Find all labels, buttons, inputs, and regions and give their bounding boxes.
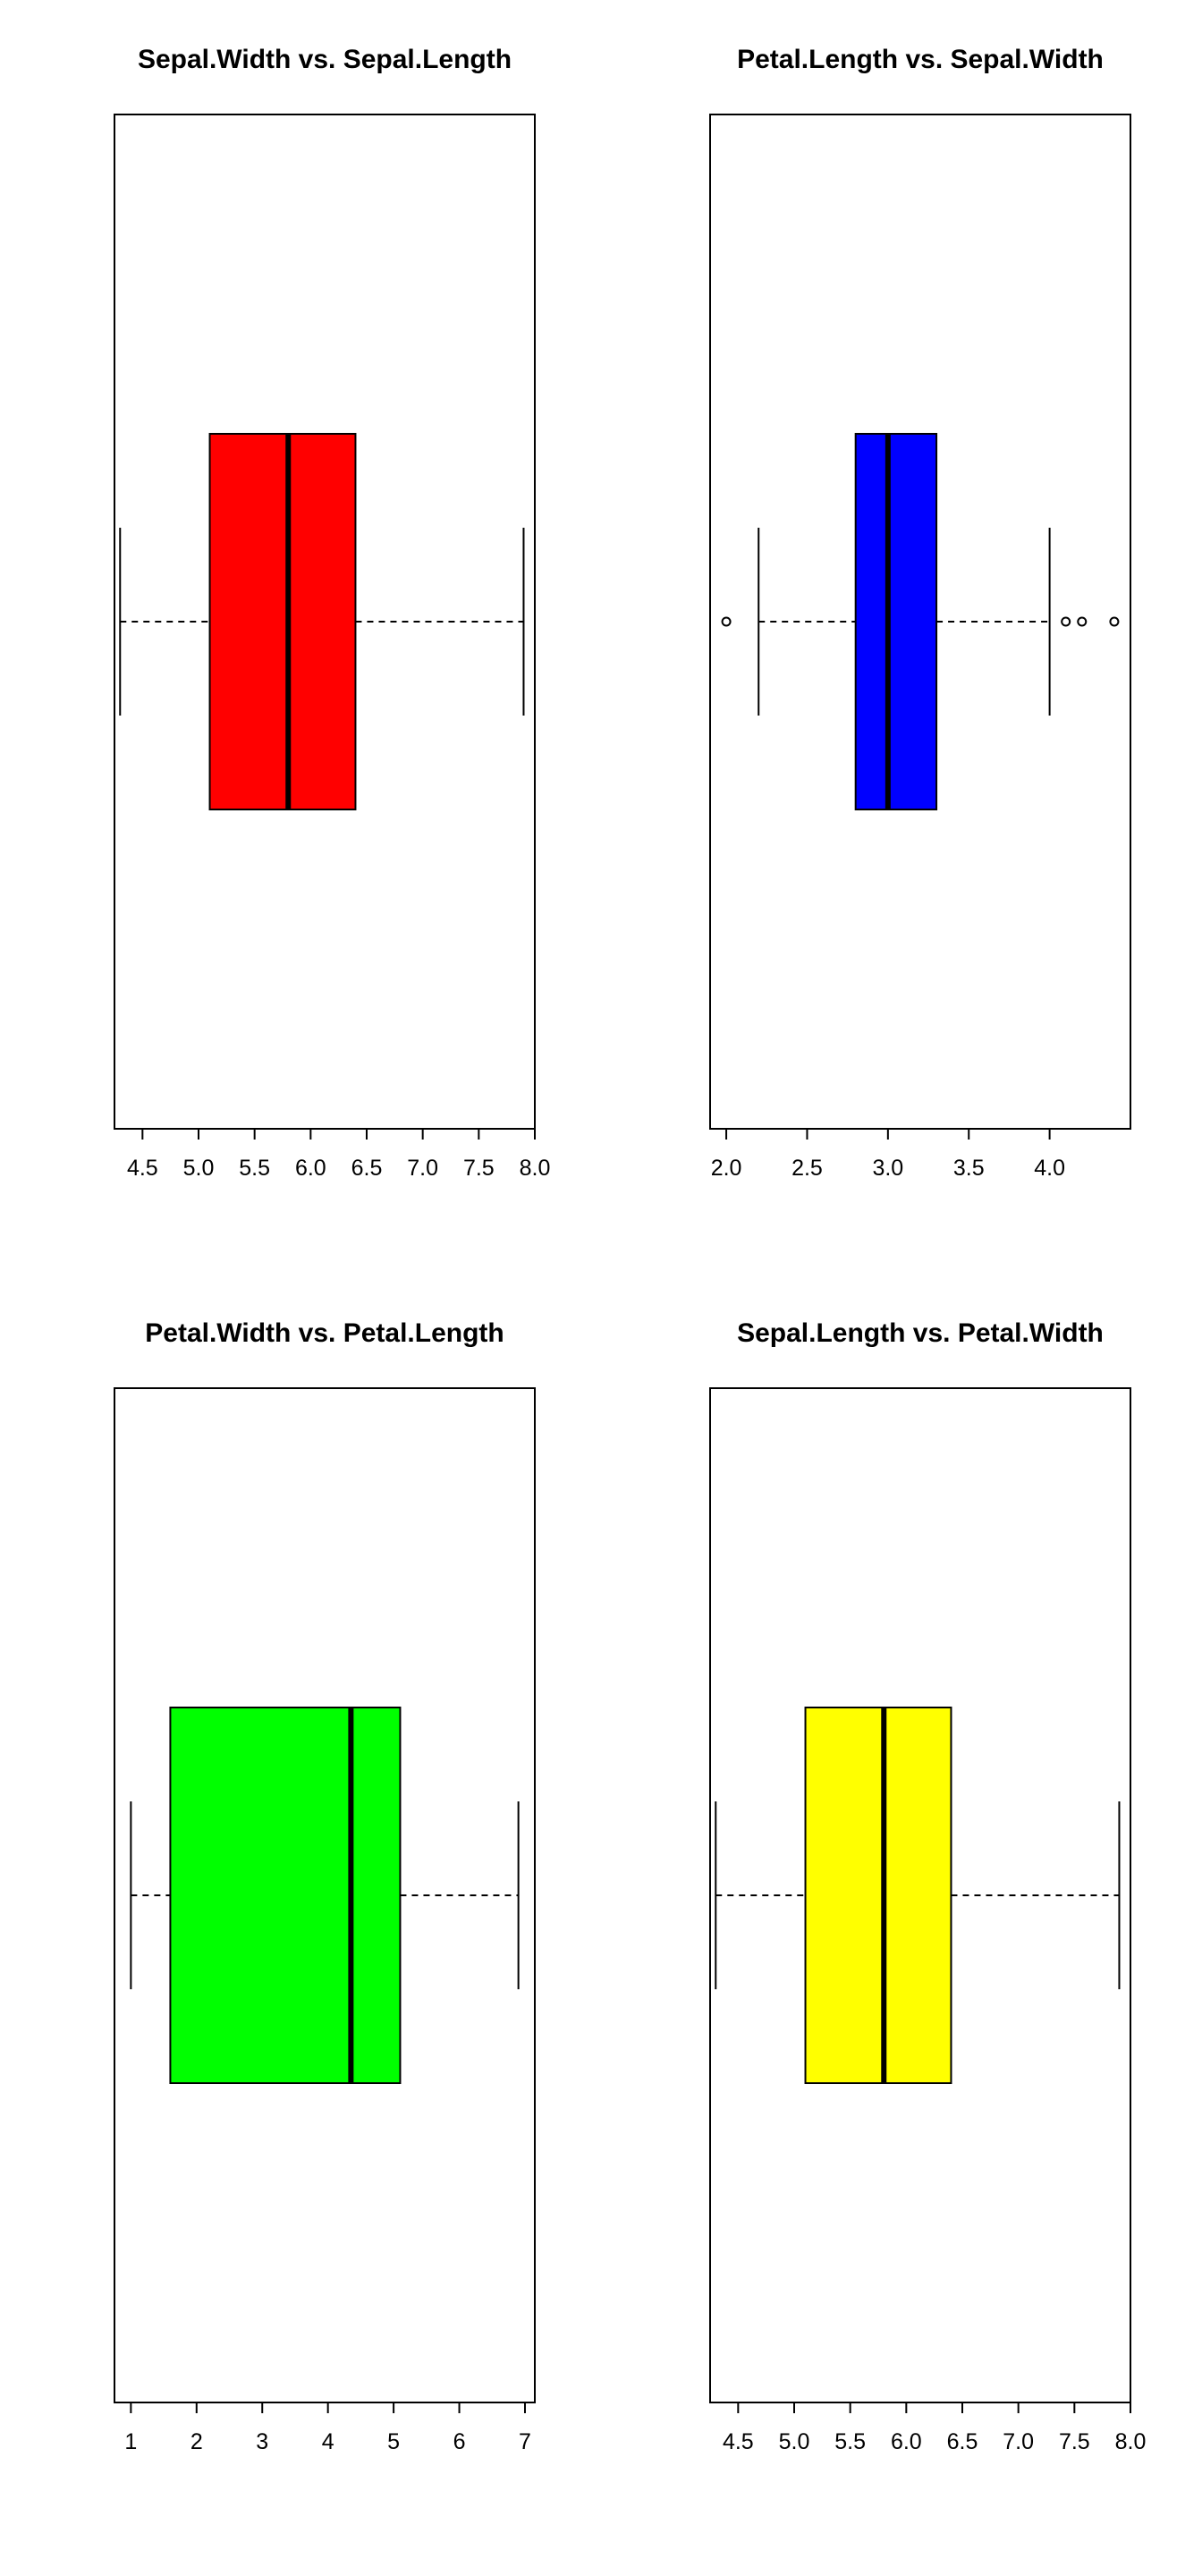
chart-title: Petal.Width vs. Petal.Length [145,1318,504,1348]
x-tick-label: 7 [519,2429,531,2454]
x-tick-label: 2 [190,2429,203,2454]
x-tick-label: 2.0 [711,1156,742,1181]
x-tick-label: 8.0 [1115,2429,1147,2454]
x-tick-label: 8.0 [520,1156,551,1181]
x-tick-label: 6.0 [891,2429,922,2454]
x-tick-label: 6.0 [295,1156,326,1181]
x-tick-label: 2.5 [791,1156,823,1181]
x-tick-label: 5.0 [779,2429,810,2454]
outlier-point [1109,616,1120,627]
chart-panel-2: Petal.Length vs. Sepal.Width 2.0 2.5 3.0 3.5… [709,45,1131,1181]
chart-panel-3: Petal.Width vs. Petal.Length 1 2 3 4 5 6 7 [114,1318,536,2454]
x-tick-label: 5.0 [183,1156,215,1181]
iqr-box [169,1707,402,2084]
x-tick-label: 7.0 [407,1156,438,1181]
x-tick-label: 5.5 [834,2429,866,2454]
chart-title: Sepal.Length vs. Petal.Width [737,1318,1104,1348]
outlier-point [1077,616,1088,627]
outlier-point [1061,616,1071,627]
x-tick-label: 1 [124,2429,137,2454]
x-tick-label: 7.0 [1003,2429,1034,2454]
x-tick-label: 5 [387,2429,400,2454]
x-tick-label: 3 [256,2429,268,2454]
x-tick-label: 5.5 [239,1156,270,1181]
chart-title: Petal.Length vs. Sepal.Width [737,45,1104,74]
chart-title: Sepal.Width vs. Sepal.Length [138,45,512,74]
x-tick-label: 7.5 [1059,2429,1090,2454]
iqr-box [854,433,938,810]
x-tick-label: 4.5 [723,2429,754,2454]
chart-panel-4: Sepal.Length vs. Petal.Width 4.5 5.0 5.5 6.0… [709,1318,1147,2454]
x-tick-label: 3.5 [953,1156,985,1181]
x-tick-label: 3.0 [872,1156,903,1181]
iqr-box [804,1707,952,2084]
outlier-point [721,616,732,627]
x-tick-label: 6 [453,2429,466,2454]
chart-panel-1: Sepal.Width vs. Sepal.Length 4.5 5.0 5.5 6.0… [114,45,550,1181]
x-tick-label: 4.0 [1034,1156,1065,1181]
x-tick-label: 6.5 [947,2429,978,2454]
x-tick-label: 7.5 [463,1156,495,1181]
x-tick-label: 4 [322,2429,334,2454]
iqr-box [208,433,357,810]
x-tick-label: 4.5 [127,1156,158,1181]
x-tick-label: 6.5 [351,1156,383,1181]
